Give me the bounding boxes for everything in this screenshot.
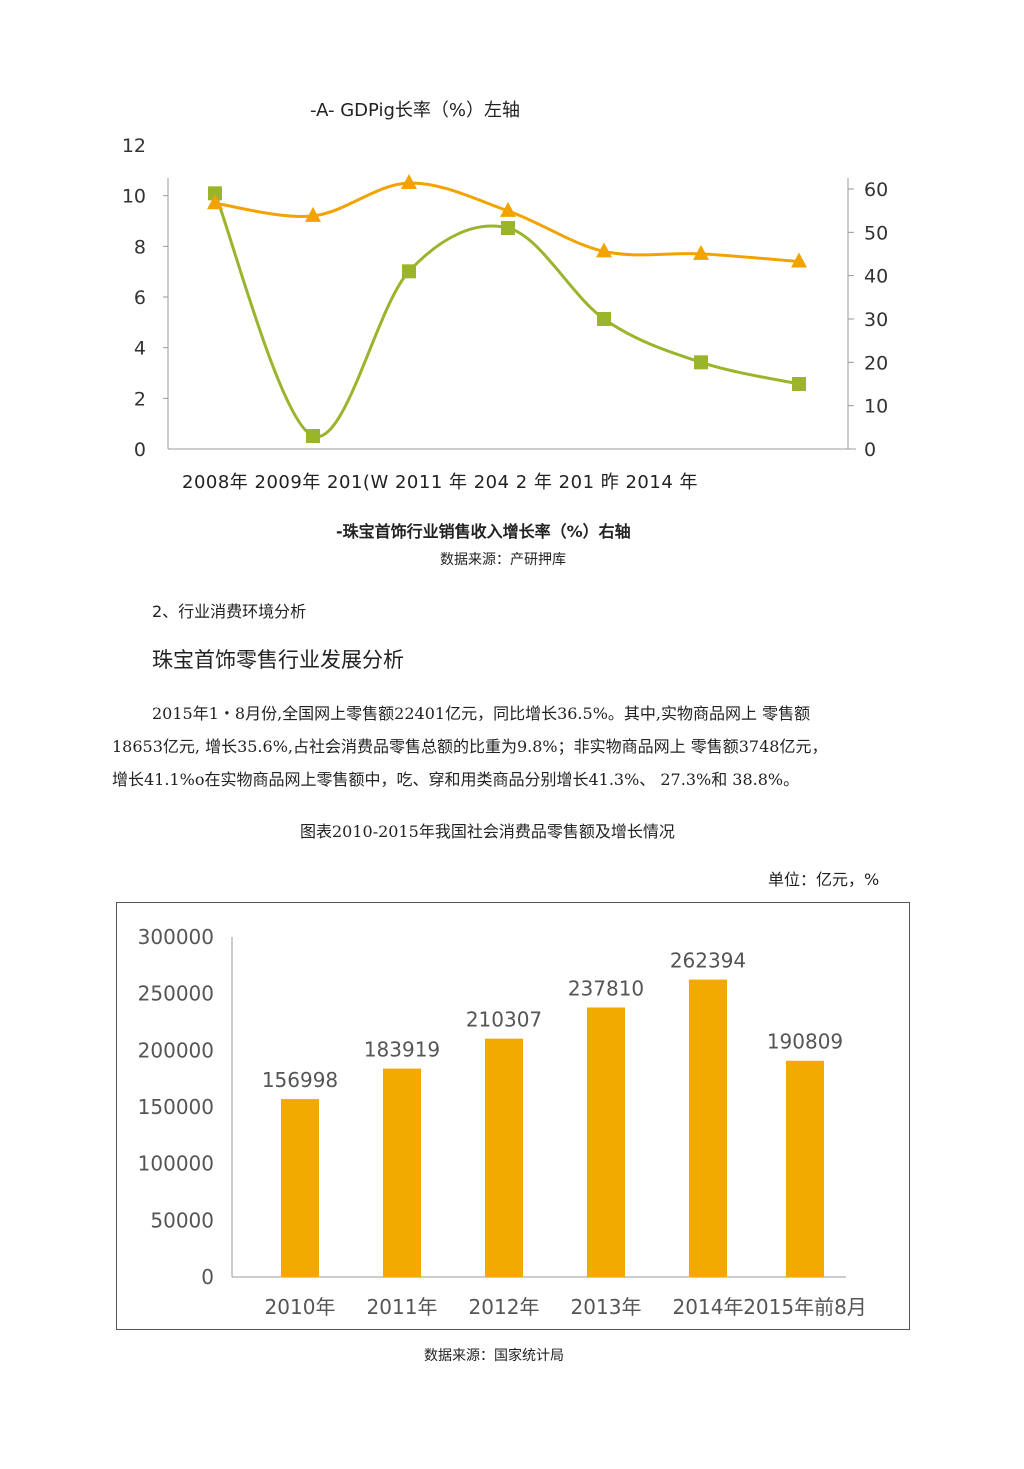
- chart2-bar: [689, 979, 727, 1277]
- chart2-svg: 0 50000 100000 150000 200000 250000 300000 1569…: [138, 925, 867, 1319]
- chart1-point-gdp: [791, 252, 807, 268]
- chart1-left-tick-label: 12: [122, 135, 146, 157]
- chart1-left-tick-label: 6: [134, 287, 146, 309]
- chart1-legend-gdp: -A- GDPig长率（%）左轴: [310, 100, 521, 121]
- chart2-x-tick-label: 2011年: [367, 1295, 438, 1319]
- chart2-y-tick-label: 0: [201, 1265, 214, 1289]
- chart2-bar-value-label: 190809: [767, 1030, 843, 1054]
- chart1-svg: 0 2 4 6 8 10 12 0 10 20 30 40 50 60: [122, 135, 888, 461]
- chart2-x-tick-label: 2012年: [469, 1295, 540, 1319]
- chart2-y-tick-label: 100000: [138, 1152, 214, 1176]
- chart2-y-tick-label: 150000: [138, 1095, 214, 1119]
- chart1-right-tick-label: 60: [864, 179, 888, 201]
- chart2-bar: [786, 1060, 824, 1277]
- chart1-x-axis-labels: 2008年 2009年 201(W 2011 年 204 2 年 201 昨 2…: [182, 472, 699, 493]
- chart2-x-tick-label: 2010年: [265, 1295, 336, 1319]
- section-subheading: 珠宝首饰零售行业发展分析: [152, 648, 404, 672]
- chart2-y-tick-label: 200000: [138, 1038, 214, 1062]
- chart2-title: 图表2010-2015年我国社会消费品零售额及增长情况: [300, 822, 675, 841]
- chart2-bar-value-label: 262394: [670, 949, 746, 973]
- chart1-right-tick-label: 10: [864, 396, 888, 418]
- chart2-x-tick-label: 2015年前8月: [743, 1295, 867, 1319]
- chart2-y-tick-label: 250000: [138, 982, 214, 1006]
- chart2-x-tick-label: 2013年: [571, 1295, 642, 1319]
- chart2-y-tick-label: 300000: [138, 925, 214, 949]
- chart1-left-tick-label: 0: [134, 439, 146, 461]
- chart1-source: 数据来源：产研押库: [440, 552, 566, 568]
- paragraph-line: 18653亿元, 增长35.6%,占社会消费品零售总额的比重为9.8%；非实物商…: [112, 737, 828, 756]
- chart2-bar-value-label: 237810: [568, 976, 644, 1000]
- chart1-left-tick-label: 8: [134, 236, 146, 258]
- paragraph-line: 增长41.1%o在实物商品网上零售额中，吃、穿和用类商品分别增长41.3%、 2…: [112, 770, 800, 789]
- chart2-bar-value-label: 156998: [262, 1068, 338, 1092]
- chart1-right-tick-label: 20: [864, 352, 888, 374]
- chart1-point-gdp: [305, 206, 321, 222]
- chart1-point-jewelry: [306, 429, 320, 443]
- chart2-bar: [485, 1038, 523, 1277]
- chart2-bar-value-label: 210307: [466, 1008, 542, 1032]
- section-heading: 2、行业消费环境分析: [152, 602, 307, 621]
- chart1-point-gdp: [401, 174, 417, 189]
- chart2-x-tick-label: 2014年: [673, 1295, 744, 1319]
- chart1-left-tick-label: 10: [122, 186, 146, 208]
- chart1-left-tick-label: 4: [134, 338, 146, 360]
- chart1-right-tick-label: 0: [864, 439, 876, 461]
- chart1-point-jewelry: [208, 186, 222, 201]
- chart1-point-jewelry: [694, 355, 708, 370]
- chart1-point-gdp: [693, 244, 709, 260]
- chart2-bar-value-label: 183919: [364, 1038, 440, 1062]
- chart2-bar: [587, 1007, 625, 1277]
- chart2-source: 数据来源：国家统计局: [424, 1348, 564, 1364]
- chart1-right-tick-label: 40: [864, 266, 888, 288]
- chart2-unit: 单位：亿元，%: [768, 870, 880, 889]
- chart1-point-gdp: [207, 194, 223, 210]
- chart1-left-tick-label: 2: [134, 388, 146, 410]
- chart1-series-jewelry-line: [213, 192, 800, 439]
- chart1-point-jewelry: [501, 221, 515, 235]
- chart2-bar: [383, 1068, 421, 1277]
- chart1-point-jewelry: [597, 312, 611, 326]
- chart1-point-jewelry: [402, 264, 416, 279]
- paragraph-line: 2015年1・8月份,全国网上零售额22401亿元，同比增长36.5%。其中,实…: [152, 704, 811, 723]
- chart2-frame: [116, 902, 910, 1330]
- chart2-y-tick-label: 50000: [150, 1208, 214, 1232]
- chart1-point-gdp: [500, 201, 516, 217]
- chart2-bar: [281, 1099, 319, 1277]
- chart1-legend-jewelry: -珠宝首饰行业销售收入增长率（%）右轴: [336, 522, 631, 541]
- chart1-right-tick-label: 50: [864, 222, 888, 244]
- chart1-right-tick-label: 30: [864, 309, 888, 331]
- chart1-point-jewelry: [792, 377, 806, 391]
- chart1-point-gdp: [596, 242, 612, 258]
